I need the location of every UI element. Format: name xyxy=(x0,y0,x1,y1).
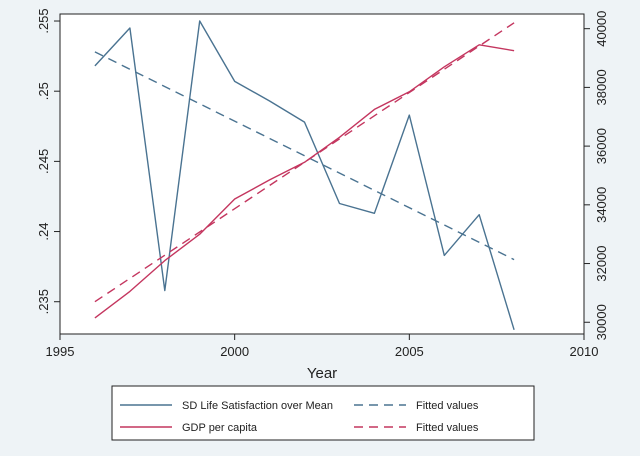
y-right-tick-label: 38000 xyxy=(594,69,609,105)
x-tick-label: 2010 xyxy=(570,344,599,359)
y-left-tick-label: .255 xyxy=(36,8,51,33)
legend-box xyxy=(111,385,535,441)
series-gdp-per-capita xyxy=(94,44,515,319)
legend-label: SD Life Satisfaction over Mean xyxy=(182,400,333,412)
series-sd-fitted xyxy=(94,51,515,261)
y-right-tick-label: 32000 xyxy=(594,245,609,281)
y-left-tick-label: .245 xyxy=(36,149,51,174)
legend-label: Fitted values xyxy=(416,422,479,434)
x-tick-label: 2000 xyxy=(220,344,249,359)
y-right-tick-label: 34000 xyxy=(594,187,609,223)
y-axis-right: 30000 32000 34000 36000 38000 40000 xyxy=(584,11,609,340)
y-left-tick-label: .25 xyxy=(36,82,51,100)
legend: SD Life Satisfaction over Mean Fitted val… xyxy=(111,385,535,441)
y-right-tick-label: 40000 xyxy=(594,11,609,47)
y-left-tick-label: .235 xyxy=(36,289,51,314)
y-left-tick-label: .24 xyxy=(36,223,51,241)
x-axis-label: Year xyxy=(307,365,337,382)
y-right-tick-label: 30000 xyxy=(594,304,609,340)
series-gdp-fitted xyxy=(94,22,515,303)
y-right-tick-label: 36000 xyxy=(594,128,609,164)
plot-area xyxy=(59,13,585,335)
y-axis-left: .235 .24 .245 .25 .255 xyxy=(36,8,60,314)
x-tick-label: 2005 xyxy=(395,344,424,359)
legend-label: Fitted values xyxy=(416,400,479,412)
series-sd-life-satisfaction xyxy=(94,20,515,331)
legend-label: GDP per capita xyxy=(182,422,258,434)
series-layer xyxy=(94,20,515,331)
x-axis: 1995 2000 2005 2010 xyxy=(46,334,599,359)
x-tick-label: 1995 xyxy=(46,344,75,359)
